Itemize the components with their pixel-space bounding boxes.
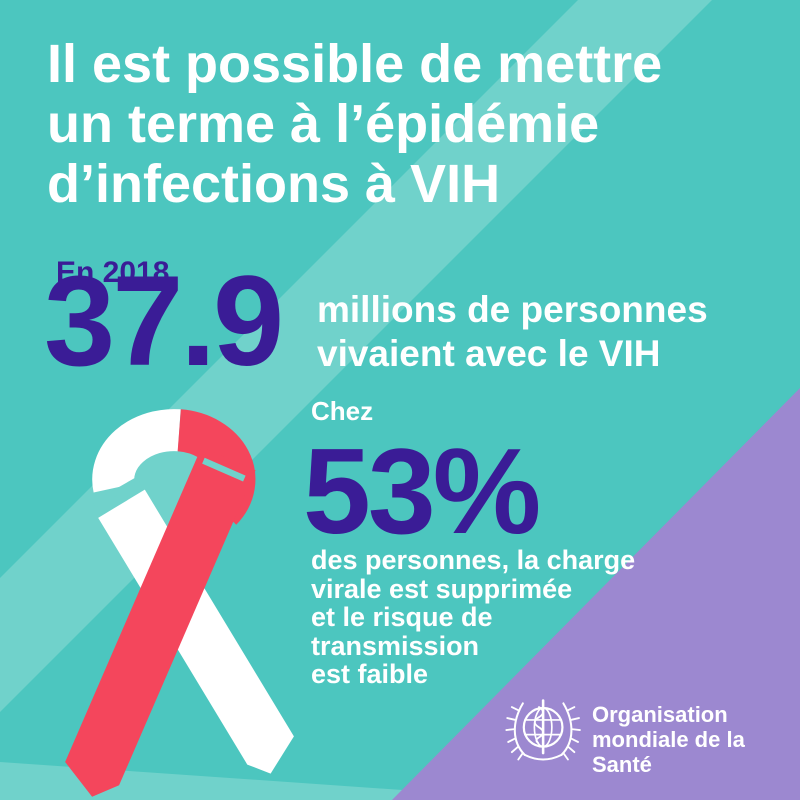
headline-line: d’infections à VIH	[47, 154, 501, 214]
stat-caption-millions: millions de personnes vivaient avec le V…	[317, 288, 708, 376]
chez-label: Chez	[311, 396, 374, 426]
who-wordmark: Organisation mondiale de la Santé	[592, 702, 800, 777]
stat-caption-line: virale est supprimée	[311, 573, 573, 604]
who-emblem-icon	[505, 699, 581, 761]
stat-caption-viral-load: des personnes, la charge virale est supp…	[311, 546, 635, 689]
year-label: En 2018	[56, 256, 170, 289]
stat-value-53-percent: 53%	[303, 423, 541, 559]
ribbon-loop-white	[92, 409, 181, 493]
stat-caption-line: est faible	[311, 659, 429, 689]
stat-caption-line: des personnes, la charge	[311, 545, 636, 575]
stat-caption-line: et le risque de	[311, 602, 493, 632]
stat-value-37-9: 37.9	[44, 250, 284, 393]
stat-caption-line: transmission	[311, 630, 480, 661]
awareness-ribbon	[65, 409, 294, 797]
ribbon-notch-right	[202, 457, 246, 482]
stat-caption-line: vivaient avec le VIH	[317, 333, 661, 374]
headline: Il est possible de mettre un terme à l’é…	[47, 34, 662, 214]
who-wordmark-line: Organisation	[592, 702, 728, 727]
stat-caption-line: millions de personnes	[317, 289, 708, 330]
who-wordmark-line: mondiale de la Santé	[592, 727, 745, 777]
headline-line: un terme à l’épidémie	[47, 94, 600, 154]
purple-corner-triangle	[392, 388, 800, 800]
ribbon-strand-white	[98, 489, 294, 774]
headline-line: Il est possible de mettre	[47, 34, 663, 94]
ribbon-strand-red	[65, 446, 256, 797]
ribbon-notch-left	[92, 476, 140, 508]
